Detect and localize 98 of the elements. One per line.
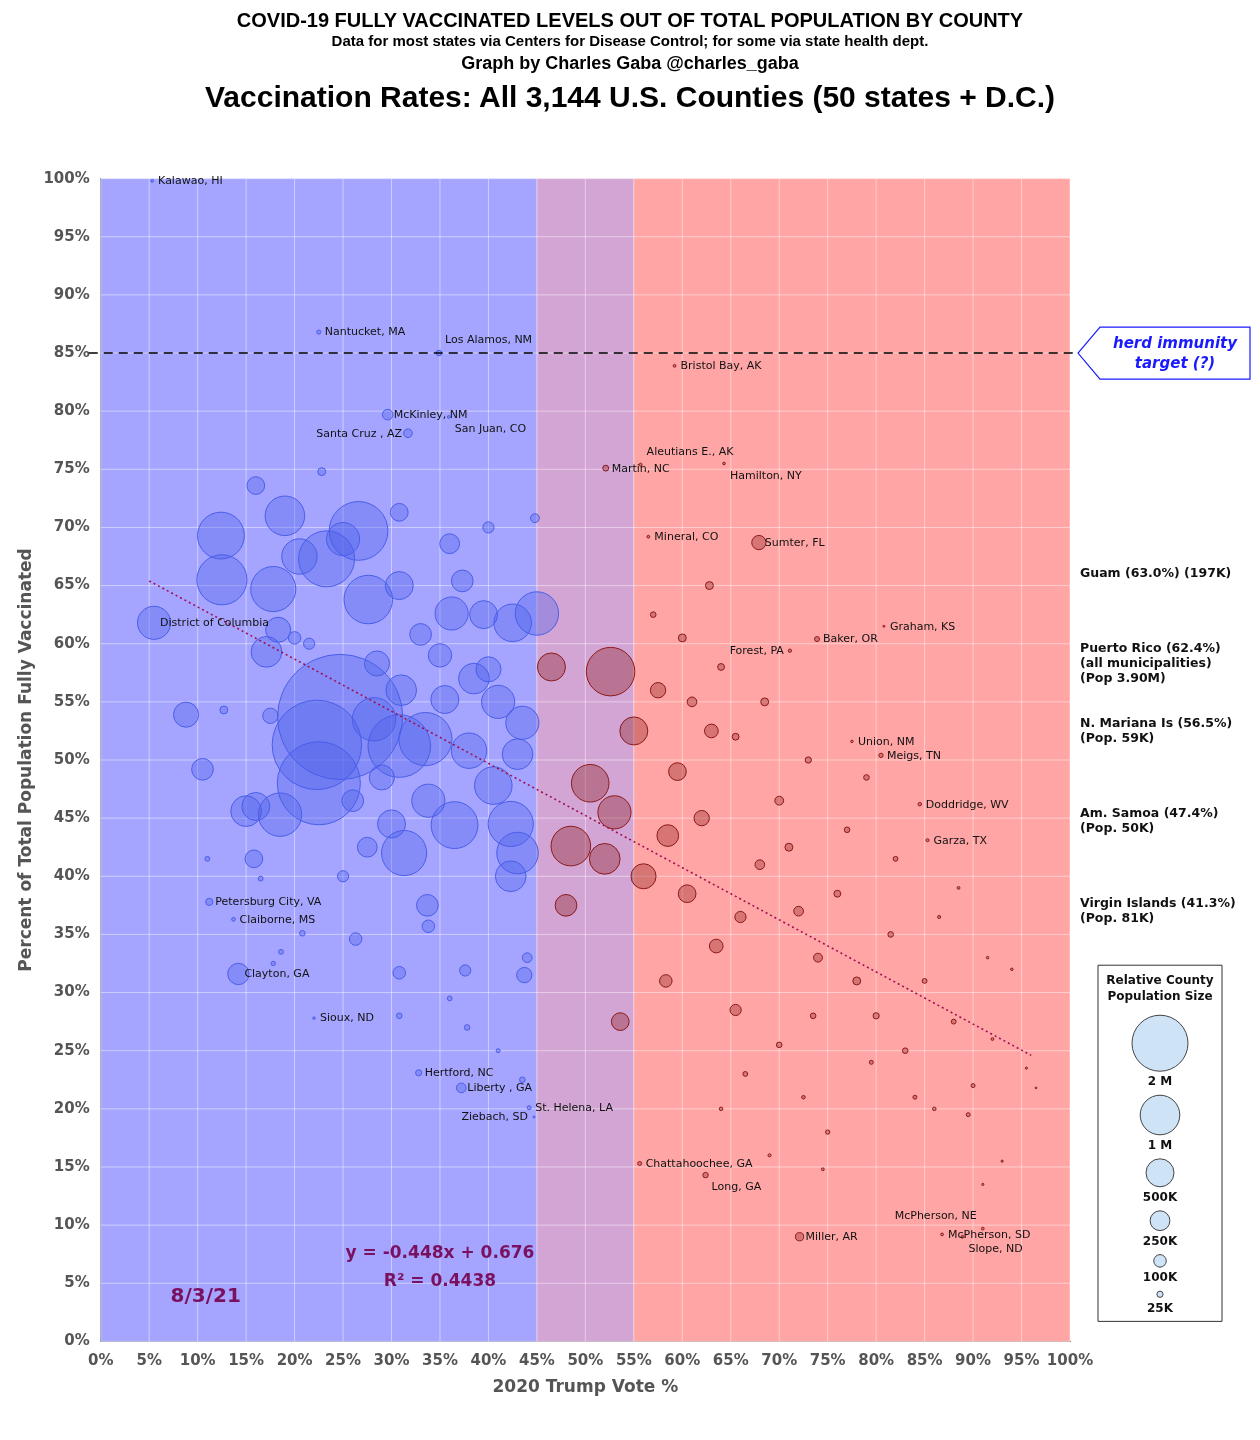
legend-label: 1 M	[1147, 1137, 1173, 1152]
annotation: Ziebach, SD	[461, 1109, 529, 1123]
y-tick-label: 10%	[53, 1214, 90, 1233]
annotation: Hertford, NC	[424, 1065, 494, 1079]
y-tick-label: 5%	[64, 1272, 90, 1291]
y-tick-label: 80%	[53, 400, 90, 419]
annotation: Petersburg City, VA	[215, 894, 322, 908]
annotation: Garza, TX	[933, 833, 988, 847]
annotation: Mineral, CO	[654, 529, 719, 543]
y-tick-label: 65%	[53, 575, 90, 594]
y-tick-label: 60%	[53, 633, 90, 652]
y-tick-label: 20%	[53, 1098, 90, 1117]
annotation: Sioux, ND	[319, 1011, 374, 1025]
x-tick-label: 85%	[906, 1350, 943, 1369]
y-tick-label: 55%	[53, 691, 90, 710]
annotation: Kalawao, HI	[158, 173, 223, 187]
legend-label: 250K	[1142, 1233, 1178, 1248]
text: N. Mariana Is (56.5%) (Pop. 59K)	[1080, 714, 1234, 745]
chart-subtitle: Data for most states via Centers for Disease Control; for some via state health dept.	[330, 32, 930, 50]
x-tick-label: 40%	[470, 1350, 507, 1369]
y-tick-label: 40%	[53, 865, 90, 884]
x-tick-label: 30%	[373, 1350, 410, 1369]
y-tick-label: 75%	[53, 458, 90, 477]
x-tick-label: 35%	[422, 1350, 458, 1369]
y-tick-label: 15%	[53, 1156, 90, 1175]
annotation: St. Helena, LA	[535, 1100, 614, 1114]
y-tick-label: 35%	[53, 923, 90, 942]
legend-title: Relative County Population Size	[1106, 972, 1214, 1003]
y-tick-label: 30%	[53, 982, 90, 1001]
x-tick-label: 10%	[179, 1350, 216, 1369]
annotation: McKinley, NM	[393, 407, 468, 421]
x-tick-label: 90%	[955, 1350, 992, 1369]
x-tick-label: 100%	[1046, 1350, 1094, 1369]
y-tick-label: 45%	[53, 807, 90, 826]
x-tick-label: 75%	[809, 1350, 846, 1369]
y-tick-label: 85%	[53, 342, 90, 361]
annotation: Nantucket, MA	[324, 325, 406, 339]
annotation: Liberty , GA	[467, 1080, 533, 1094]
annotation: Los Alamos, NM	[445, 332, 533, 346]
text: Puerto Rico (62.4%) (all municipalities) (Pop 3.90M)	[1080, 639, 1222, 685]
annotation: Sumter, FL	[764, 535, 826, 549]
legend-label: 100K	[1142, 1269, 1178, 1284]
y-tick-label: 95%	[53, 226, 90, 245]
y-axis-title: Percent of Total Population Fully Vaccinated	[14, 547, 35, 972]
chart-title: COVID-19 FULLY VACCINATED LEVELS OUT OF TOTAL POPULATION BY COUNTY	[235, 8, 1025, 32]
x-axis-title: 2020 Trump Vote %	[492, 1375, 679, 1396]
annotation: Martin, NC	[611, 461, 671, 475]
annotation: Slope, ND	[968, 1241, 1023, 1255]
annotation: y = -0.448x + 0.676	[345, 1241, 535, 1262]
x-tick-label: 60%	[664, 1350, 701, 1369]
annotation: Claiborne, MS	[239, 912, 316, 926]
annotation: Santa Cruz , AZ	[316, 426, 403, 440]
y-tick-label: 90%	[53, 284, 90, 303]
x-tick-label: 15%	[228, 1350, 265, 1369]
legend-label: 25K	[1147, 1300, 1174, 1315]
legend-label: 500K	[1142, 1189, 1178, 1204]
y-tick-label: 0%	[64, 1330, 90, 1349]
x-tick-label: 80%	[858, 1350, 895, 1369]
legend-label: 2 M	[1147, 1073, 1173, 1088]
x-tick-label: 5%	[136, 1350, 162, 1369]
x-tick-label: 95%	[1003, 1350, 1040, 1369]
y-tick-label: 25%	[53, 1040, 90, 1059]
text: Vaccination Rates: All 3,144 U.S. Counties (50 states + D.C.)	[204, 78, 1056, 115]
text: Virgin Islands (41.3%) (Pop. 81K)	[1080, 894, 1237, 925]
x-tick-label: 0%	[88, 1350, 114, 1369]
text: Graph by Charles Gaba @charles_gaba	[460, 53, 800, 75]
annotation: Union, NM	[857, 734, 915, 748]
annotation: Forest, PA	[729, 643, 785, 657]
annotation: Graham, KS	[889, 619, 956, 633]
annotation: R² = 0.4438	[383, 1269, 497, 1290]
annotation: 8/3/21	[170, 1282, 241, 1307]
annotation: Long, GA	[711, 1180, 762, 1194]
ref-line-label: herd immunity target (?)	[1112, 333, 1239, 372]
annotation: Miller, AR	[805, 1229, 859, 1243]
annotation: Doddridge, WV	[925, 797, 1010, 811]
x-tick-label: 65%	[712, 1350, 749, 1369]
x-tick-label: 70%	[761, 1350, 798, 1369]
annotation: Meigs, TN	[886, 748, 941, 762]
annotation: McPherson, SD	[948, 1227, 1031, 1241]
x-tick-label: 45%	[518, 1350, 555, 1369]
annotation: Bristol Bay, AK	[680, 358, 763, 372]
annotation: McPherson, NE	[894, 1208, 977, 1222]
annotation: San Juan, CO	[454, 421, 527, 435]
y-tick-label: 70%	[53, 516, 90, 535]
text: Guam (63.0%) (197K)	[1080, 564, 1233, 580]
x-tick-label: 50%	[567, 1350, 604, 1369]
y-tick-label: 100%	[43, 168, 90, 187]
y-tick-label: 50%	[53, 749, 90, 768]
annotation: Clayton, GA	[244, 966, 310, 980]
annotation: Hamilton, NY	[729, 468, 803, 482]
annotation: Aleutians E., AK	[646, 444, 735, 458]
annotation: Baker, OR	[823, 632, 879, 646]
annotation: District of Columbia	[160, 615, 270, 629]
annotation: Chattahoochee, GA	[645, 1156, 753, 1170]
x-tick-label: 20%	[276, 1350, 313, 1369]
text: Am. Samoa (47.4%) (Pop. 50K)	[1080, 804, 1220, 835]
x-tick-label: 55%	[615, 1350, 652, 1369]
x-tick-label: 25%	[325, 1350, 362, 1369]
